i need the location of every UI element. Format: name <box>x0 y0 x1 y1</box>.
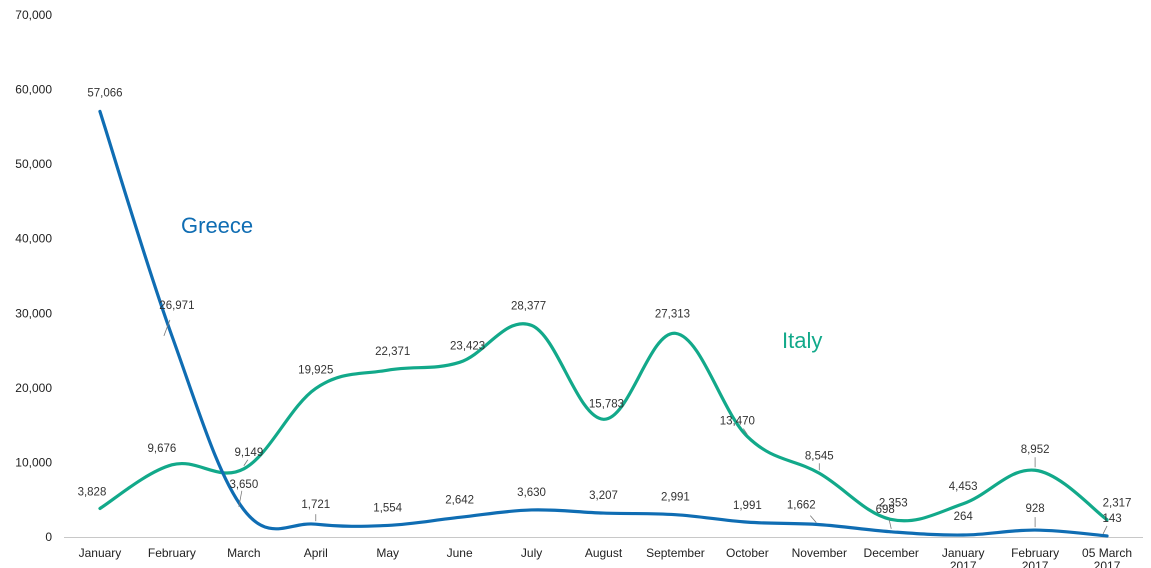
leader-line <box>743 428 748 435</box>
leader-line <box>1102 525 1108 535</box>
x-tick-label: March <box>227 546 260 560</box>
data-label-greece: 57,066 <box>87 87 122 99</box>
series-name-greece: Greece <box>181 213 253 238</box>
x-tick-label: January <box>79 546 122 560</box>
data-label-italy: 4,453 <box>949 481 978 493</box>
data-label-italy: 8,545 <box>805 450 834 462</box>
data-label-italy: 8,952 <box>1021 444 1050 456</box>
data-label-greece: 2,642 <box>445 494 474 506</box>
x-tick-label: August <box>585 546 623 560</box>
data-label-italy: 9,676 <box>148 443 177 455</box>
x-tick-label: January 2017 <box>942 546 985 568</box>
x-tick-label: December <box>864 546 919 560</box>
data-label-italy: 19,925 <box>298 364 333 376</box>
leader-line <box>163 319 171 337</box>
leader-line <box>888 519 892 529</box>
data-label-greece: 3,630 <box>517 487 546 499</box>
leader-line <box>238 490 243 507</box>
x-tick-label: April <box>304 546 328 560</box>
y-tick-label: 70,000 <box>15 8 52 22</box>
x-tick-label: July <box>521 546 542 560</box>
data-label-italy: 23,423 <box>450 340 485 352</box>
x-tick-label: October <box>726 546 769 560</box>
data-label-italy: 13,470 <box>720 416 755 428</box>
data-label-greece: 1,991 <box>733 500 762 512</box>
data-label-italy: 15,783 <box>589 398 624 410</box>
y-tick-label: 0 <box>45 530 52 544</box>
data-label-greece: 1,721 <box>301 499 330 511</box>
series-line-italy <box>98 322 1109 523</box>
leader-line <box>809 515 817 523</box>
data-label-italy: 9,149 <box>234 447 263 459</box>
data-label-italy: 2,353 <box>879 497 908 509</box>
data-label-greece: 1,554 <box>373 502 402 514</box>
y-tick-label: 50,000 <box>15 157 52 171</box>
data-label-greece: 264 <box>954 511 974 523</box>
data-label-greece: 928 <box>1026 503 1045 515</box>
data-label-greece: 26,971 <box>159 300 194 312</box>
y-tick-label: 10,000 <box>15 455 52 469</box>
data-label-italy: 3,828 <box>78 486 107 498</box>
data-label-italy: 27,313 <box>655 308 690 320</box>
data-label-italy: 28,377 <box>511 300 546 312</box>
data-label-italy: 22,371 <box>375 346 410 358</box>
leader-line <box>243 459 249 466</box>
data-label-greece: 143 <box>1102 513 1121 525</box>
x-tick-label: May <box>376 546 399 560</box>
data-label-italy: 2,317 <box>1103 498 1132 510</box>
x-tick-label: 05 March 2017 <box>1082 546 1132 568</box>
data-label-greece: 2,991 <box>661 492 690 504</box>
x-tick-label: November <box>792 546 847 560</box>
y-tick-label: 60,000 <box>15 83 52 97</box>
series-name-italy: Italy <box>782 328 822 353</box>
x-tick-label: September <box>646 546 705 560</box>
series-line-greece <box>98 109 1109 538</box>
y-tick-label: 20,000 <box>15 381 52 395</box>
x-tick-label: February 2017 <box>1011 546 1059 568</box>
data-label-greece: 698 <box>876 504 895 516</box>
x-tick-label: June <box>447 546 473 560</box>
data-label-greece: 3,650 <box>229 479 258 491</box>
x-tick-label: February <box>148 546 196 560</box>
y-tick-label: 30,000 <box>15 306 52 320</box>
data-label-greece: 3,207 <box>589 490 618 502</box>
data-label-greece: 1,662 <box>787 500 816 512</box>
y-tick-label: 40,000 <box>15 232 52 246</box>
